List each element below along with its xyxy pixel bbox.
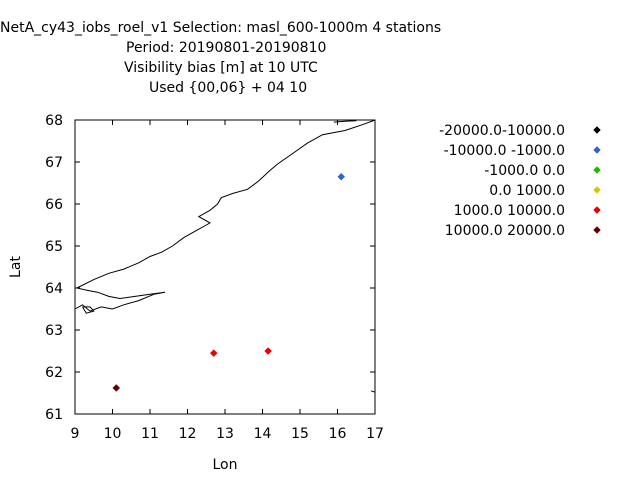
x-tick-label: 14 [254, 426, 272, 442]
x-tick-label: 15 [291, 426, 309, 442]
y-tick-label: 63 [45, 323, 63, 339]
coastline-segment [74, 119, 376, 312]
x-tick-label: 9 [71, 426, 80, 442]
x-tick-label: 11 [141, 426, 159, 442]
x-tick-label: 17 [366, 426, 384, 442]
y-tick-label: 61 [45, 407, 63, 423]
legend-marker [593, 146, 601, 154]
coastline-layer [74, 119, 376, 393]
x-tick-label: 13 [216, 426, 234, 442]
coastline-segment [371, 390, 376, 393]
y-tick-label: 64 [45, 281, 63, 297]
chart-title-line-1: NetA_cy43_iobs_roel_v1 Selection: masl_6… [0, 20, 442, 36]
legend-label: -1000.0 0.0 [484, 163, 565, 179]
legend-label: -10000.0 -1000.0 [444, 143, 565, 159]
y-axis-label: Lat [8, 256, 24, 278]
legend-label: -20000.0-10000.0 [439, 123, 565, 139]
x-tick-label: 12 [179, 426, 197, 442]
chart-title-line-2: Period: 20190801-20190810 [126, 40, 327, 56]
axis-ticks: 9 10 11 12 13 14 15 16 17 61 62 63 64 65 66 67 68 [45, 113, 384, 442]
data-point [112, 384, 121, 392]
x-axis-label: Lon [213, 457, 238, 473]
chart-title-line-3: Visibility bias [m] at 10 UTC [124, 60, 318, 76]
y-tick-label: 67 [45, 155, 63, 171]
plot-frame [74, 119, 376, 415]
legend-label: 1000.0 10000.0 [454, 203, 565, 219]
legend-marker [593, 186, 601, 194]
legend: -20000.0-10000.0 -10000.0 -1000.0 -1000.0 … [439, 123, 601, 239]
coastline-segment [82, 306, 95, 314]
y-tick-label: 62 [45, 365, 63, 381]
y-tick-label: 66 [45, 197, 63, 213]
x-tick-label: 10 [104, 426, 122, 442]
chart-title-line-4: Used {00,06} + 04 10 [149, 80, 308, 96]
y-tick-label: 65 [45, 239, 63, 255]
legend-marker [593, 206, 601, 214]
y-tick-label: 68 [45, 113, 63, 129]
data-point [337, 172, 346, 181]
legend-marker [593, 226, 601, 234]
legend-marker [593, 166, 601, 174]
legend-marker [593, 126, 601, 134]
x-tick-label: 16 [329, 426, 347, 442]
data-points [112, 172, 346, 392]
data-point [209, 349, 218, 357]
data-point [264, 347, 272, 355]
legend-label: 10000.0 20000.0 [445, 223, 565, 239]
legend-label: 0.0 1000.0 [489, 183, 565, 199]
